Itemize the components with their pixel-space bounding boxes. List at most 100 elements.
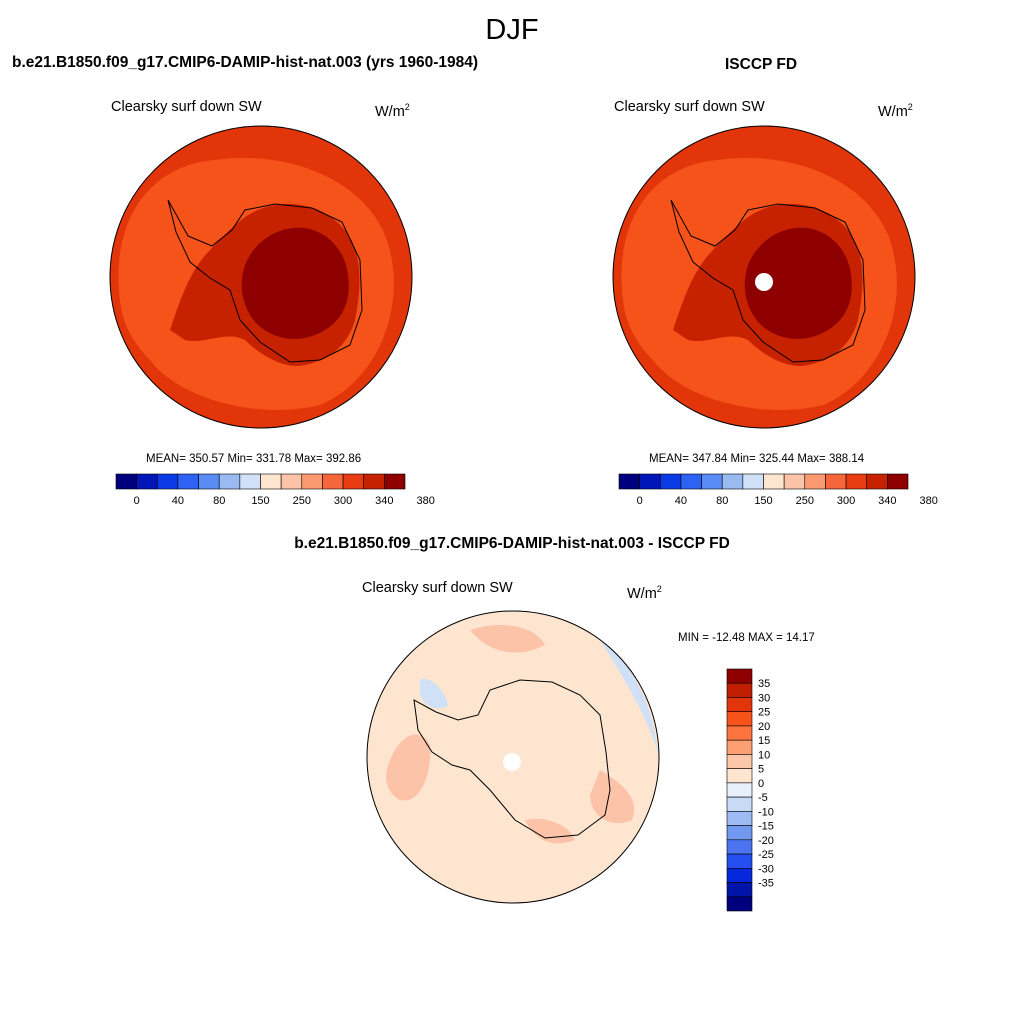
colorbar-swatch xyxy=(659,473,682,490)
colorbar-tick-label: 15 xyxy=(758,735,770,747)
difference-polar-map xyxy=(366,610,660,904)
obs-stats: MEAN= 347.84 Min= 325.44 Max= 388.14 xyxy=(649,453,865,465)
colorbar-swatch xyxy=(156,473,179,490)
colorbar-swatch xyxy=(804,473,826,490)
colorbar-swatch xyxy=(726,697,753,713)
colorbar-swatch xyxy=(618,473,640,490)
season-title: DJF xyxy=(485,14,539,46)
colorbar-swatch xyxy=(726,796,753,812)
colorbar-swatch xyxy=(218,473,241,490)
colorbar-swatch xyxy=(726,882,753,898)
colorbar-tick-label: 380 xyxy=(416,495,434,507)
colorbar-swatch xyxy=(825,473,847,490)
colorbar-swatch xyxy=(763,473,785,490)
colorbar-tick-label: 80 xyxy=(213,495,225,507)
obs-polar-map xyxy=(612,125,916,429)
colorbar-swatch xyxy=(239,473,261,490)
colorbar-tick-label: 250 xyxy=(796,495,814,507)
colorbar-swatch xyxy=(322,473,344,490)
colorbar-tick-label: 340 xyxy=(878,495,896,507)
colorbar-tick-label: 20 xyxy=(758,721,770,733)
colorbar-swatch xyxy=(260,473,282,490)
model-stats: MEAN= 350.57 Min= 331.78 Max= 392.86 xyxy=(146,453,362,465)
colorbar-swatch xyxy=(726,711,753,727)
colorbar-tick-label: 0 xyxy=(134,495,140,507)
colorbar-tick-label: 0 xyxy=(637,495,643,507)
diff-variable-label: Clearsky surf down SW xyxy=(362,580,513,596)
colorbar-tick-label: -15 xyxy=(758,821,774,833)
colorbar-tick-label: 40 xyxy=(172,495,184,507)
colorbar-tick-label: 150 xyxy=(251,495,269,507)
colorbar-tick-label: -35 xyxy=(758,878,774,890)
colorbar-tick-label: -30 xyxy=(758,863,774,875)
colorbar-swatch xyxy=(384,473,406,490)
colorbar-swatch xyxy=(115,473,137,490)
colorbar-tick-label: -25 xyxy=(758,849,774,861)
diff-map-border xyxy=(366,610,660,904)
difference-panel-title: b.e21.B1850.f09_g17.CMIP6-DAMIP-hist-nat… xyxy=(294,535,730,552)
colorbar-tick-label: 340 xyxy=(375,495,393,507)
colorbar-tick-label: 300 xyxy=(837,495,855,507)
colorbar-swatch xyxy=(721,473,744,490)
colorbar-swatch xyxy=(701,473,723,490)
model-colorbar: 0 40 80 150 250 300 340 380 xyxy=(115,473,435,507)
colorbar-swatch xyxy=(198,473,220,490)
colorbar-tick-label: 150 xyxy=(754,495,772,507)
colorbar-swatch xyxy=(363,473,385,490)
model-units-label: W/m2 xyxy=(375,102,410,120)
antarctica-coastline xyxy=(167,199,363,363)
pole-missing-data xyxy=(755,273,773,291)
model-panel-title: b.e21.B1850.f09_g17.CMIP6-DAMIP-hist-nat… xyxy=(12,54,479,71)
colorbar-tick-label: 25 xyxy=(758,707,770,719)
positive-anomaly-region xyxy=(525,818,575,844)
colorbar-swatch xyxy=(680,473,702,490)
colorbar-tick-label: 35 xyxy=(758,678,770,690)
colorbar-swatch xyxy=(887,473,909,490)
positive-anomaly-region xyxy=(590,770,635,824)
colorbar-swatch xyxy=(726,782,753,798)
model-variable-label: Clearsky surf down SW xyxy=(111,99,262,115)
antarctica-coastline xyxy=(413,679,611,839)
obs-variable-label: Clearsky surf down SW xyxy=(614,99,765,115)
pole-missing-data xyxy=(503,753,521,771)
obs-panel-title: ISCCP FD xyxy=(725,56,798,73)
positive-anomaly-region xyxy=(470,625,545,653)
colorbar-swatch xyxy=(342,473,365,490)
colorbar-tick-label: -5 xyxy=(758,792,768,804)
colorbar-tick-label: 300 xyxy=(334,495,352,507)
colorbar-swatch xyxy=(726,853,753,869)
colorbar-swatch xyxy=(726,896,753,912)
colorbar-tick-label: 80 xyxy=(716,495,728,507)
obs-units-label: W/m2 xyxy=(878,102,913,120)
model-map-border xyxy=(109,125,413,429)
colorbar-tick-label: 40 xyxy=(675,495,687,507)
antarctic-ice-core xyxy=(744,227,852,339)
colorbar-swatch xyxy=(726,754,753,769)
antarctic-ice-core xyxy=(241,227,349,339)
colorbar-tick-label: 250 xyxy=(293,495,311,507)
colorbar-swatch xyxy=(726,739,753,755)
colorbar-tick-label: 5 xyxy=(758,764,764,776)
model-polar-map xyxy=(109,125,413,429)
colorbar-swatch xyxy=(726,867,753,883)
colorbar-swatch xyxy=(742,473,764,490)
colorbar-tick-label: 380 xyxy=(919,495,937,507)
difference-colorbar: 35 30 25 20 15 10 5 0 -5 -10 -15 -20 -25 -30 -35 xyxy=(726,668,774,912)
negative-anomaly-region xyxy=(420,679,448,709)
colorbar-swatch xyxy=(726,725,753,741)
colorbar-tick-label: -10 xyxy=(758,806,774,818)
antarctica-coastline xyxy=(670,199,866,363)
colorbar-swatch xyxy=(845,473,868,490)
colorbar-swatch xyxy=(280,473,303,490)
colorbar-swatch xyxy=(726,768,753,784)
positive-anomaly-region xyxy=(386,734,431,801)
obs-map-border xyxy=(612,125,916,429)
colorbar-swatch xyxy=(783,473,806,490)
colorbar-swatch xyxy=(726,811,753,826)
colorbar-swatch xyxy=(639,473,661,490)
colorbar-swatch xyxy=(136,473,158,490)
colorbar-tick-label: 10 xyxy=(758,749,770,761)
colorbar-tick-label: -20 xyxy=(758,835,774,847)
colorbar-swatch xyxy=(726,668,753,684)
